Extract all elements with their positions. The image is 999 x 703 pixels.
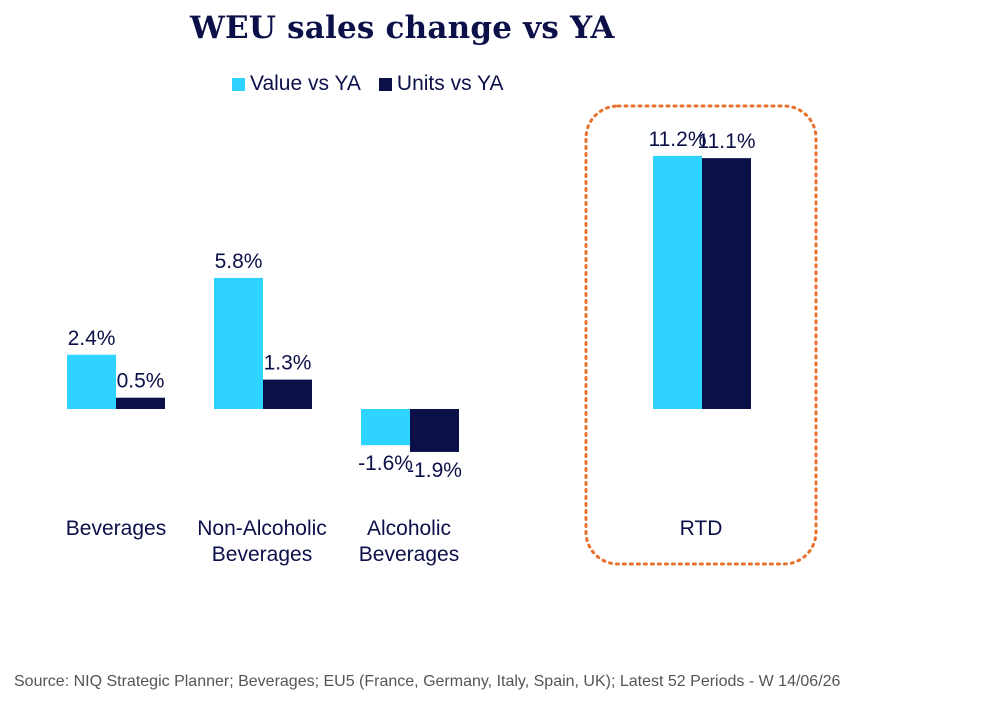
data-label-units-0: 0.5% [117,370,165,393]
data-label-units-1: 1.3% [264,352,312,375]
category-label-0-0: Beverages [66,517,166,540]
chart-legend: Value vs YA Units vs YA [232,72,522,96]
bar-units-3 [702,158,751,409]
category-label-1-1: Beverages [212,543,312,566]
data-label-value-1: 5.8% [215,250,263,273]
bar-value-3 [653,155,702,409]
data-label-units-3: 11.1% [698,130,756,153]
bar-units-1 [263,379,312,409]
category-label-1-0: Non-Alcoholic [197,517,327,540]
category-label-3-0: RTD [680,517,723,540]
legend-swatch-value [232,77,245,91]
bar-units-2 [410,409,459,452]
bar-value-0 [67,354,116,409]
highlight-box [584,104,818,566]
category-label-2-1: Beverages [359,543,459,566]
data-label-units-2: -1.9% [407,459,462,482]
legend-label-units: Units vs YA [396,72,504,95]
bar-units-0 [116,397,165,409]
data-label-value-2: -1.6% [358,452,413,475]
chart-title: WEU sales change vs YA [190,10,615,46]
data-label-value-0: 2.4% [68,327,116,350]
legend-item-value: Value vs YA [232,72,361,96]
legend-swatch-units [378,77,392,91]
bar-value-2 [361,409,410,446]
data-label-value-3: 11.2% [649,128,707,151]
bar-value-1 [214,277,263,409]
category-label-2-0: Alcoholic [367,517,451,540]
legend-label-value: Value vs YA [250,72,361,95]
source-note: Source: NIQ Strategic Planner; Beverages… [14,673,841,690]
legend-item-units: Units vs YA [378,72,504,96]
